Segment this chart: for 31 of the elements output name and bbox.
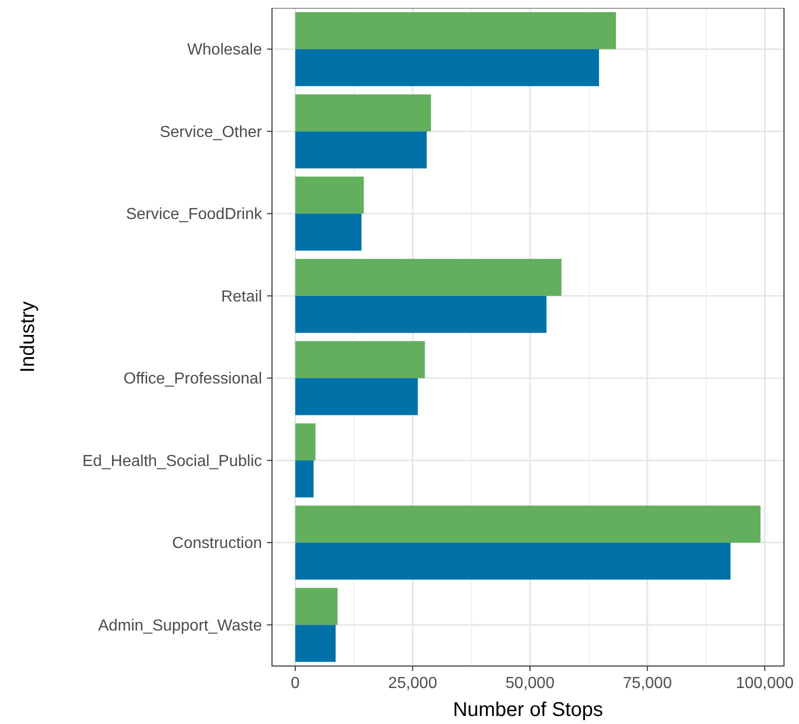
x-axis-title: Number of Stops: [452, 699, 604, 721]
x-tick-label: 25,000: [388, 675, 438, 692]
x-tick-label: 0: [290, 675, 300, 692]
bar: [295, 624, 336, 662]
bar: [295, 214, 362, 251]
x-tick-label: 75,000: [622, 675, 672, 692]
bar: [295, 588, 338, 625]
y-tick-label: Ed_Health_Social_Public: [82, 452, 262, 470]
bar: [295, 131, 427, 168]
y-tick-label: Construction: [172, 535, 262, 552]
bar: [295, 341, 425, 378]
bar: [295, 423, 316, 460]
y-tick-label: Office_Professional: [124, 370, 262, 388]
bar: [295, 94, 431, 132]
y-tick-label: Service_FoodDrink: [126, 206, 263, 224]
bar: [295, 460, 314, 498]
bar: [295, 12, 616, 50]
bar: [295, 176, 364, 214]
bar: [295, 378, 418, 416]
bar: [295, 49, 600, 86]
x-tick-label: 50,000: [506, 675, 555, 692]
y-tick-label: Retail: [221, 288, 262, 306]
y-tick-label: Wholesale: [187, 42, 262, 59]
bar: [295, 506, 761, 543]
bar: [295, 542, 730, 580]
y-tick-label: Service_Other: [160, 124, 263, 141]
y-tick-label: Admin_Support_Waste: [98, 617, 262, 634]
y-axis-title: Industry: [17, 301, 39, 373]
bar: [295, 296, 546, 333]
bar: [295, 258, 562, 296]
x-tick-label: 100,000: [736, 675, 794, 692]
